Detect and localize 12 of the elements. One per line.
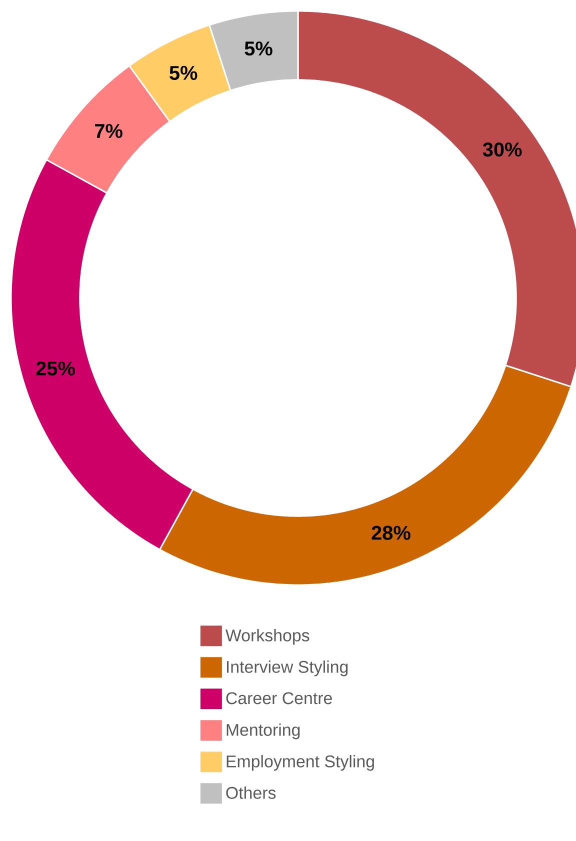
legend-label: Interview Styling <box>226 660 348 676</box>
legend-label: Others <box>226 786 276 799</box>
legend-label: Mentoring <box>226 723 300 740</box>
legend-label: Career Centre <box>226 692 332 704</box>
data-label: 5% <box>244 42 272 56</box>
data-label: 30% <box>482 142 522 157</box>
data-label: 28% <box>372 526 410 540</box>
data-label: 7% <box>95 124 122 138</box>
legend-label: Workshops <box>225 628 310 645</box>
data-label: 25% <box>36 361 75 376</box>
legend-label: Employment Styling <box>226 754 374 771</box>
data-label: 5% <box>170 66 198 80</box>
